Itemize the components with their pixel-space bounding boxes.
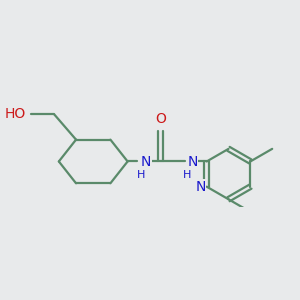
Text: HO: HO [4,107,26,122]
Text: N: N [141,155,151,169]
Text: H: H [136,170,145,180]
Text: N: N [187,155,198,169]
Text: O: O [155,112,166,126]
Text: H: H [183,170,191,180]
Text: N: N [195,180,206,194]
